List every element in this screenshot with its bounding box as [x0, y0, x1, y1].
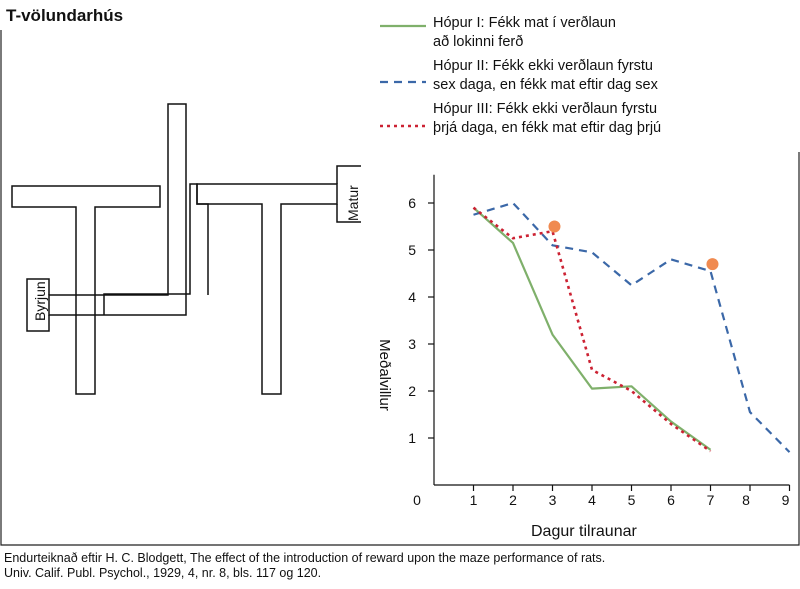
series-line-group-2: [473, 201, 791, 453]
series-line-group-1: [472, 206, 712, 451]
x-tick-label: 5: [628, 492, 636, 508]
source-caption: Endurteiknað eftir H. C. Blodgett, The e…: [4, 551, 794, 581]
x-axis-label: Dagur tilraunar: [531, 523, 637, 540]
legend-entry-group-1: Hópur I: Fékk mat í verðlaun að lokinni …: [433, 15, 616, 50]
legend-swatches: [380, 24, 426, 128]
x-tick-label: 0: [413, 492, 421, 508]
x-tick-label: 3: [549, 492, 557, 508]
x-tick-label: 6: [667, 492, 675, 508]
y-tick-label: 4: [408, 289, 416, 305]
series-line-group-3: [472, 206, 712, 453]
y-axis-label: Meðalvillur: [376, 339, 393, 411]
y-tick-label: 2: [408, 383, 416, 399]
legend-entry-group-3: Hópur III: Fékk ekki verðlaun fyrstu þrj…: [433, 101, 662, 136]
x-tick-label: 8: [742, 492, 750, 508]
y-tick-label: 3: [408, 336, 416, 352]
x-tick-label: 1: [470, 492, 478, 508]
t-maze-diagram: [11, 103, 361, 395]
caption-line-1: Endurteiknað eftir H. C. Blodgett, The e…: [4, 551, 606, 565]
legend: Hópur I: Fékk mat í verðlaun að lokinni …: [380, 12, 790, 142]
x-tick-label: 2: [509, 492, 517, 508]
y-tick-label: 6: [408, 195, 416, 211]
caption-line-2: Univ. Calif. Publ. Psychol., 1929, 4, nr…: [4, 566, 322, 580]
reward-marker-1: [548, 220, 561, 233]
reward-marker-2: [706, 258, 719, 271]
legend-entry-group-2: Hópur II: Fékk ekki verðlaun fyrstu sex …: [433, 58, 658, 93]
y-tick-label: 1: [408, 430, 416, 446]
y-tick-label: 5: [408, 242, 416, 258]
maze-title: T-völundarhús: [6, 6, 124, 25]
x-tick-label: 9: [782, 492, 790, 508]
x-tick-label: 4: [588, 492, 596, 508]
x-tick-label: 7: [707, 492, 715, 508]
